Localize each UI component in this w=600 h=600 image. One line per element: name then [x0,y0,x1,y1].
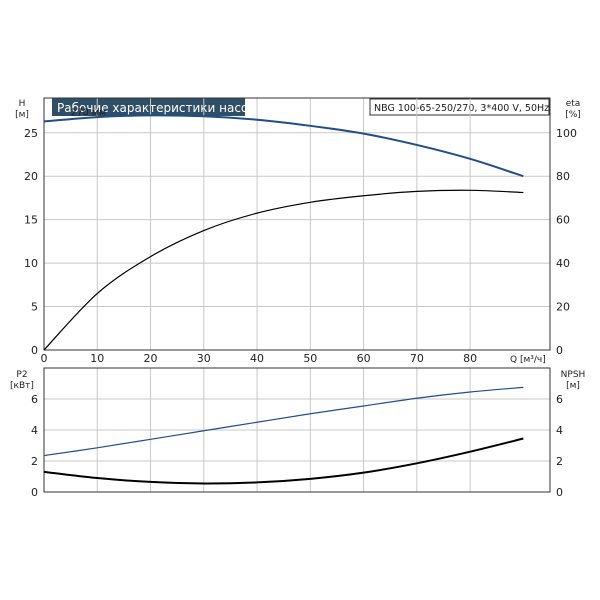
chart-title-box [52,98,245,116]
y2-tick-label-eta: 60 [556,214,570,227]
x-tick-label: 30 [197,352,211,365]
y-tick-label-h: 0 [31,344,38,357]
head-curve-270mm [43,114,524,178]
y-tick-label-h: 5 [31,301,38,314]
x-tick-label: 0 [41,352,48,365]
chart-title: Рабочие характеристики насоса [57,101,262,115]
y2-tick-label-eta: 100 [556,127,577,140]
y-tick-label-p2: 6 [31,393,38,406]
y2-tick-label-npsh: 0 [556,486,563,499]
y2-tick-label-eta: 20 [556,301,570,314]
y2-axis-label-npsh-name: NPSH [561,370,586,380]
power-p2-curve [43,386,524,457]
y2-tick-label-npsh: 2 [556,455,563,468]
y2-tick-label-npsh: 6 [556,393,563,406]
y-tick-label-h: 10 [24,257,38,270]
x-tick-label: 50 [303,352,317,365]
y-axis-label-h-unit: [м] [15,110,29,120]
y-tick-label-h: 15 [24,214,38,227]
y2-axis-label-eta-unit: [%] [565,110,581,120]
y-tick-label-p2: 4 [31,424,38,437]
x-tick-label: 60 [357,352,371,365]
y-axis-label-p2-name: P2 [16,370,27,380]
y2-axis-label-npsh-unit: [м] [566,381,580,391]
x-axis-label: Q [м³/ч] [510,355,546,365]
y-tick-label-h: 25 [24,127,38,140]
y2-tick-label-npsh: 4 [556,424,563,437]
top-plot-frame [43,97,551,351]
y-tick-label-p2: 2 [31,455,38,468]
y2-tick-label-eta: 0 [556,344,563,357]
x-tick-label: 10 [90,352,104,365]
y-axis-label-p2-unit: [кВт] [10,381,34,391]
x-tick-label: 80 [463,352,477,365]
npsh-curve [43,437,524,485]
y-tick-label-p2: 0 [31,486,38,499]
x-tick-label: 20 [144,352,158,365]
y-axis-label-h-name: H [19,99,26,109]
head-curve-label: 270 мм [71,107,107,118]
chart-subtitle: NBG 100-65-250/270, 3*400 V, 50Hz [374,103,549,114]
x-tick-label: 70 [410,352,424,365]
y2-tick-label-eta: 40 [556,257,570,270]
bottom-plot-frame [43,367,551,493]
efficiency-curve [43,189,524,351]
y2-axis-label-eta-name: eta [566,99,581,109]
y2-tick-label-eta: 80 [556,170,570,183]
model-box [369,98,550,116]
x-tick-label: 40 [250,352,264,365]
y-tick-label-h: 20 [24,170,38,183]
